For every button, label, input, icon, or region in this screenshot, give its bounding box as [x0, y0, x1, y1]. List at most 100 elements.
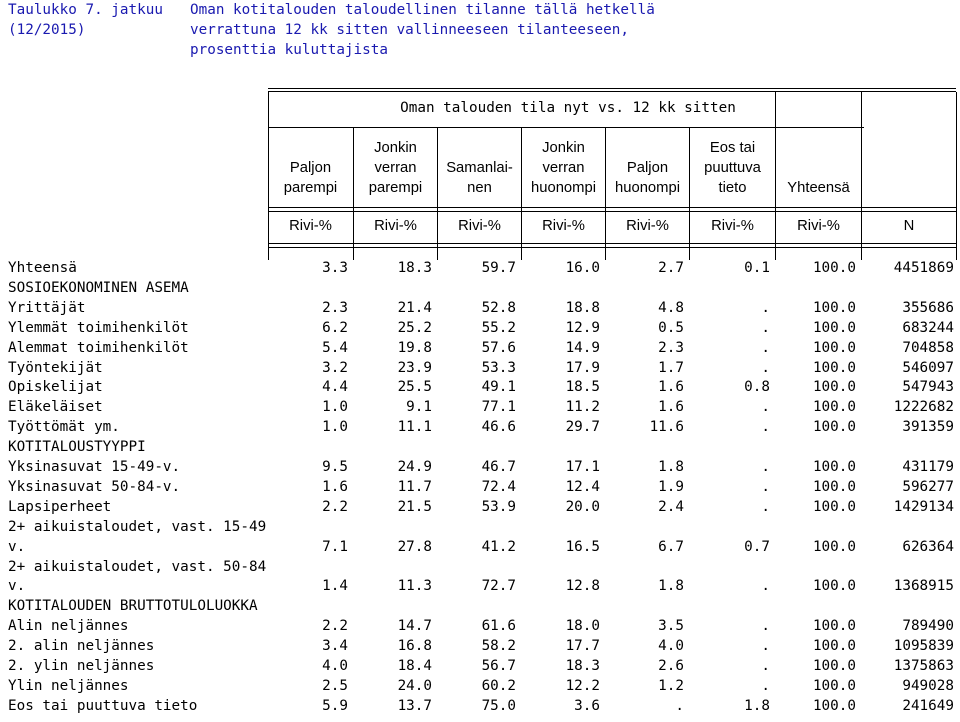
- table-cell: 1.7: [658, 359, 684, 376]
- table-cell: 13.7: [397, 697, 432, 714]
- unit-header: Rivi-%: [374, 218, 417, 234]
- row-label: Työntekijät: [8, 359, 103, 376]
- table-cell: 46.6: [481, 419, 516, 436]
- table-cell: 3.5: [658, 618, 684, 635]
- table-cell: 53.3: [481, 359, 516, 376]
- row-label: v.: [8, 538, 26, 555]
- rule-units: [268, 243, 956, 244]
- row-label: Ylin neljännes: [8, 677, 129, 694]
- col-rule-3: [521, 128, 522, 260]
- table-cell: 24.9: [397, 459, 432, 475]
- table-cell: 46.7: [481, 459, 516, 475]
- table-cell: 11.1: [397, 419, 432, 436]
- column-header-line: Paljon: [289, 160, 332, 176]
- table-title-line-2: verrattuna 12 kk sitten vallinneeseen ti…: [190, 22, 629, 38]
- table-cell: 6.7: [658, 538, 684, 555]
- table-cell: 1368915: [893, 578, 954, 595]
- row-label: Ylemmät toimihenkilöt: [8, 319, 189, 336]
- row-label: KOTITALOUDEN BRUTTOTULOLUOKKA: [8, 598, 258, 615]
- column-header-line: parempi: [283, 180, 338, 196]
- row-label: Eos tai puuttuva tieto: [8, 697, 198, 714]
- column-header-line: Samanlai-: [446, 160, 513, 176]
- row-label: 2. ylin neljännes: [8, 658, 155, 674]
- table-cell: 3.4: [322, 638, 348, 655]
- table-cell: 0.1: [744, 260, 770, 276]
- table-cell: 789490: [902, 618, 954, 635]
- table-cell: 2.5: [322, 677, 348, 694]
- row-label: Lapsiperheet: [8, 498, 112, 515]
- table-cell: 1.0: [322, 419, 348, 436]
- table-cell: .: [761, 677, 770, 694]
- table-cell: 100.0: [812, 538, 856, 555]
- table-cell: 626364: [902, 538, 954, 555]
- row-label: Yhteensä: [8, 260, 77, 276]
- row-label: Yrittäjät: [8, 299, 86, 316]
- table-cell: 12.4: [565, 478, 600, 495]
- table-cell: 57.6: [481, 339, 516, 356]
- table-cell: 596277: [902, 478, 954, 495]
- table-cell: .: [761, 478, 770, 495]
- column-header-line: huonompi: [531, 180, 596, 196]
- unit-header: Rivi-%: [458, 218, 501, 234]
- table-cell: 1.0: [322, 399, 348, 416]
- table-cell: 704858: [902, 339, 954, 356]
- table-cell: 12.9: [565, 319, 600, 336]
- table-cell: 25.2: [397, 319, 432, 336]
- table-cell: 49.1: [481, 379, 516, 396]
- col-rule-8: [956, 92, 957, 260]
- table-cell: 17.9: [565, 359, 600, 376]
- table-cell: 100.0: [812, 379, 856, 396]
- column-header-line: [606, 138, 689, 158]
- table-cell: 4451869: [893, 260, 954, 276]
- table-cell: 18.4: [397, 658, 432, 674]
- col-rule-0: [268, 92, 269, 260]
- column-header-line: [268, 138, 353, 158]
- table-cell: 1.4: [322, 578, 348, 595]
- unit-header: Rivi-%: [711, 218, 754, 234]
- table-cell: 23.9: [397, 359, 432, 376]
- table-cell: 4.0: [322, 658, 348, 674]
- column-header-line: nen: [467, 180, 492, 196]
- table-cell: 1.6: [322, 478, 348, 495]
- column-header-line: verran: [374, 160, 417, 176]
- table-cell: 29.7: [565, 419, 600, 436]
- table-cell: 3.6: [574, 697, 600, 714]
- table-cell: .: [761, 399, 770, 416]
- table-cell: 1.2: [658, 677, 684, 694]
- table-cell: 1429134: [893, 498, 954, 515]
- table-cell: 61.6: [481, 618, 516, 635]
- table-cell: 100.0: [812, 299, 856, 316]
- table-cell: 24.0: [397, 677, 432, 694]
- table-cell: 0.5: [658, 319, 684, 336]
- table-cell: 1.8: [744, 697, 770, 714]
- table-cell: 3.3: [322, 260, 348, 276]
- column-header-line: [776, 158, 861, 178]
- table-cell: 100.0: [812, 677, 856, 694]
- unit-header: Rivi-%: [542, 218, 585, 234]
- rule-top-2: [268, 91, 956, 92]
- table-cell: 1375863: [893, 658, 954, 674]
- table-cell: 241649: [902, 697, 954, 714]
- table-cell: 1095839: [893, 638, 954, 655]
- table-cell: .: [761, 359, 770, 376]
- rule-header-2: [268, 211, 956, 212]
- col-rule-4: [605, 128, 606, 260]
- column-header-line: [776, 138, 861, 158]
- table-cell: 0.7: [744, 538, 770, 555]
- table-cell: .: [675, 697, 684, 714]
- table-cell: 11.2: [565, 399, 600, 416]
- table-cell: 2.2: [322, 618, 348, 635]
- column-header-line: Jonkin: [374, 140, 417, 156]
- table-cell: 100.0: [812, 618, 856, 635]
- table-cell: 41.2: [481, 538, 516, 555]
- table-cell: .: [761, 498, 770, 515]
- table-cell: 100.0: [812, 419, 856, 436]
- rule-group: [268, 127, 864, 128]
- table-cell: 21.5: [397, 498, 432, 515]
- table-cell: 546097: [902, 359, 954, 376]
- table-cell: 1.8: [658, 459, 684, 475]
- table-cell: 16.0: [565, 260, 600, 276]
- table-cell: 72.7: [481, 578, 516, 595]
- table-cell: 2.7: [658, 260, 684, 276]
- table-cell: 77.1: [481, 399, 516, 416]
